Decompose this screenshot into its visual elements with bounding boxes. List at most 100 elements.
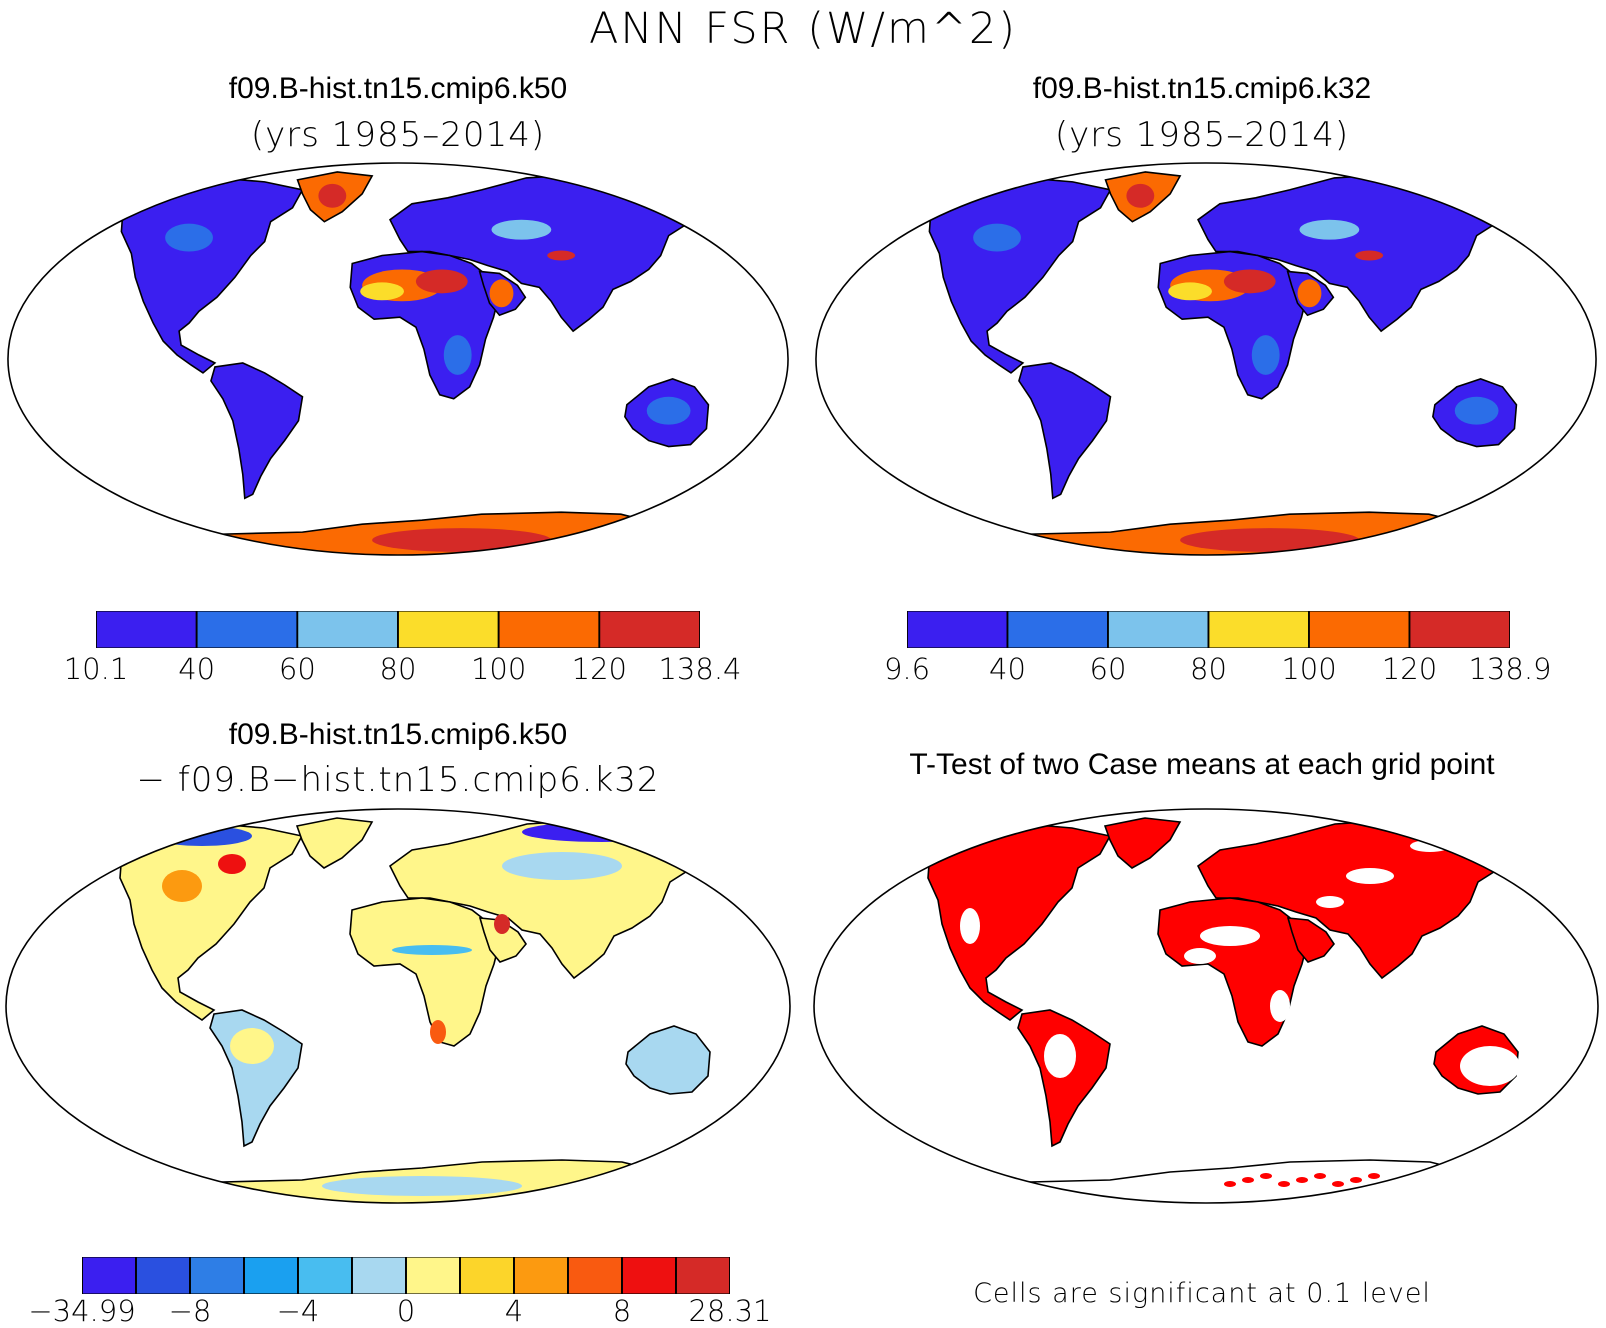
colorbar-tick-label: 80 — [379, 652, 417, 686]
nonsignificant-patch — [1200, 926, 1260, 946]
colorbar-tick-label: 8 — [612, 1294, 632, 1328]
map-border — [813, 808, 1599, 1204]
field-patch — [494, 914, 510, 934]
case2-map-svg — [815, 162, 1597, 556]
significant-patch — [1386, 1181, 1398, 1187]
colorbar-swatch — [1408, 610, 1511, 649]
colorbar-tick-label: −4 — [276, 1294, 320, 1328]
nonsignificant-patch — [1346, 868, 1394, 884]
nonsignificant-patch — [1044, 1034, 1076, 1078]
colorbar-tick-label: 138.9 — [1468, 652, 1552, 686]
colorbar-case1-labels: 10.1 40 60 80 100 120 138.4 — [64, 652, 742, 688]
desert-patch — [1223, 269, 1276, 294]
colorbar-tick-label: −8 — [168, 1294, 212, 1328]
colorbar-tick-label: 60 — [278, 652, 316, 686]
field-patch — [1454, 396, 1499, 425]
colorbar-tick-label: 100 — [1281, 652, 1337, 686]
land-namerica — [928, 177, 1112, 374]
ttest-map-svg — [813, 808, 1599, 1204]
colorbar-swatch — [675, 1256, 731, 1295]
figure-title: ANN FSR (W/m^2) — [588, 4, 1018, 54]
colorbar-swatch — [621, 1256, 677, 1295]
map-border — [7, 162, 789, 556]
colorbar-tick-label: 60 — [1089, 652, 1127, 686]
icecap-patch — [372, 528, 552, 553]
significant-patch — [1440, 1181, 1452, 1187]
plateau-patch — [547, 250, 576, 261]
colorbar-swatch — [397, 610, 500, 649]
map-difference — [2, 806, 794, 1206]
colorbar-tick-label: 28.31 — [688, 1294, 772, 1328]
map-border — [5, 808, 791, 1204]
panel-case1-title: f09.B-hist.tn15.cmip6.k50 — [228, 72, 568, 105]
colorbar-tick-label: 40 — [178, 652, 216, 686]
colorbar-swatch — [1308, 610, 1411, 649]
map-border — [815, 162, 1597, 556]
field-patch — [1251, 335, 1280, 375]
field-patch — [491, 219, 552, 240]
colorbar-swatch — [1207, 610, 1310, 649]
colorbar-tick-label: −34.99 — [28, 1294, 136, 1328]
field-patch — [502, 852, 622, 880]
map-ttest — [810, 806, 1602, 1206]
field-patch — [646, 396, 691, 425]
significant-patch — [1332, 1181, 1344, 1187]
desert-patch — [360, 282, 404, 301]
panel-case2-title: f09.B-hist.tn15.cmip6.k32 — [1032, 72, 1372, 105]
land-arabia — [1286, 917, 1335, 963]
colorbar-swatch — [243, 1256, 299, 1295]
significant-patch — [1458, 1177, 1470, 1183]
colorbar-difference — [81, 1256, 731, 1295]
nonsignificant-patch — [1316, 896, 1344, 908]
colorbar-tick-label: 9.6 — [883, 652, 931, 686]
land-australia — [625, 1025, 711, 1095]
significant-patch — [1404, 1177, 1416, 1183]
colorbar-swatch — [567, 1256, 623, 1295]
significant-patch — [1224, 1181, 1236, 1187]
significant-patch — [1368, 1173, 1380, 1179]
colorbar-swatch — [497, 610, 601, 649]
colorbar-tick-label: 0 — [396, 1294, 416, 1328]
colorbar-difference-labels: −34.99 −8 −4 0 4 8 28.31 — [28, 1294, 771, 1328]
significant-patch — [1296, 1177, 1308, 1183]
colorbar-tick-label: 120 — [571, 652, 628, 686]
colorbar-swatch — [1107, 610, 1210, 649]
colorbar-case2 — [906, 610, 1511, 649]
colorbar-swatch — [189, 1256, 245, 1295]
significant-patch — [1422, 1173, 1434, 1179]
desert-patch — [1297, 279, 1322, 308]
case1-map-svg — [7, 162, 789, 556]
colorbar-swatch — [81, 1256, 137, 1295]
nonsignificant-patch — [1184, 948, 1216, 964]
colorbar-swatch — [459, 1256, 515, 1295]
colorbar-swatch — [296, 610, 399, 649]
colorbar-swatch — [135, 1256, 191, 1295]
nonsignificant-patch — [1460, 1046, 1520, 1086]
panel-ttest-title: T-Test of two Case means at each grid po… — [909, 748, 1495, 781]
colorbar-swatch — [95, 610, 198, 649]
land-greenland — [1103, 817, 1182, 869]
icecap-patch — [1126, 183, 1155, 208]
land-namerica — [119, 823, 304, 1021]
land-samerica — [1018, 362, 1112, 500]
colorbar-swatch — [405, 1256, 461, 1295]
colorbar-swatch — [1006, 610, 1109, 649]
colorbar-tick-label: 120 — [1381, 652, 1438, 686]
desert-patch — [489, 279, 514, 308]
colorbar-swatch — [351, 1256, 407, 1295]
colorbar-swatch — [195, 610, 299, 649]
panel-difference-title: f09.B-hist.tn15.cmip6.k50 — [228, 718, 568, 751]
land-namerica — [120, 177, 304, 374]
field-patch — [230, 1028, 274, 1064]
colorbar-tick-label: 80 — [1190, 652, 1227, 686]
field-patch — [1299, 219, 1360, 240]
colorbar-swatch — [598, 610, 701, 649]
difference-map-svg — [5, 808, 791, 1204]
colorbar-swatch — [297, 1256, 353, 1295]
map-case1 — [2, 160, 794, 558]
land-samerica — [1017, 1009, 1111, 1148]
land-samerica — [210, 362, 304, 500]
panel-case1-subtitle: (yrs 1985–2014) — [250, 115, 546, 155]
panel-case2-subtitle: (yrs 1985–2014) — [1054, 115, 1350, 155]
desert-patch — [1168, 282, 1212, 301]
